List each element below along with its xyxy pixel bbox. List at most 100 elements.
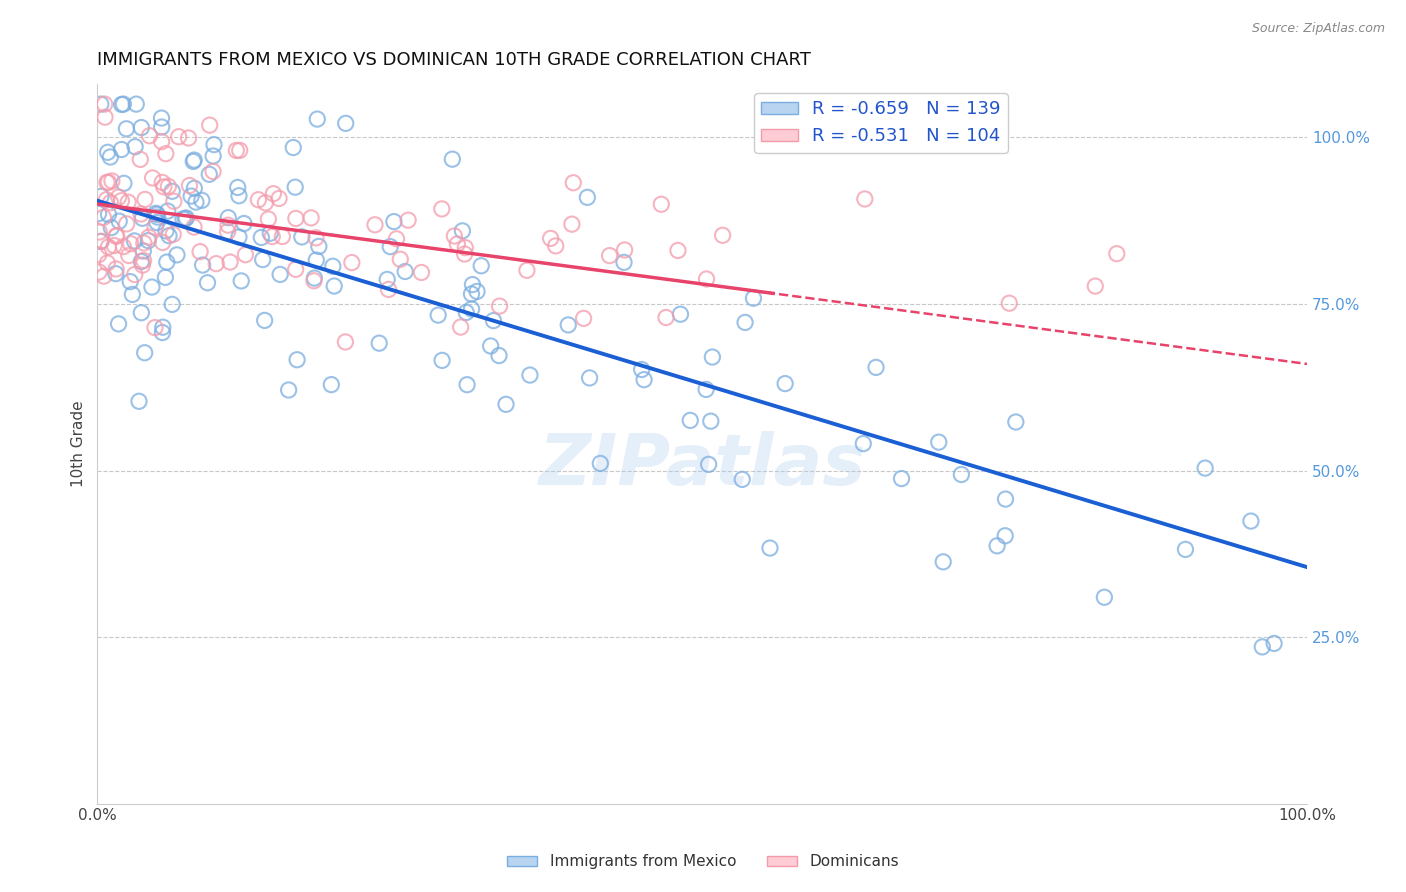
Text: ZIPatlas: ZIPatlas xyxy=(538,431,866,500)
Point xyxy=(129,207,152,221)
Point xyxy=(157,179,180,194)
Point xyxy=(928,435,950,450)
Point xyxy=(1084,279,1107,293)
Point xyxy=(599,249,621,263)
Point xyxy=(228,188,250,202)
Point xyxy=(576,190,599,204)
Point xyxy=(734,315,756,329)
Point xyxy=(179,178,201,193)
Point xyxy=(411,265,433,279)
Point xyxy=(396,213,419,227)
Point xyxy=(87,247,110,261)
Point xyxy=(562,176,585,190)
Point xyxy=(217,211,239,225)
Point xyxy=(578,371,600,385)
Point xyxy=(132,244,155,258)
Point xyxy=(335,116,357,130)
Point xyxy=(134,345,156,359)
Point xyxy=(456,305,478,319)
Point xyxy=(150,120,173,134)
Point xyxy=(451,224,474,238)
Point xyxy=(262,229,284,244)
Point xyxy=(385,232,408,246)
Point xyxy=(138,128,160,143)
Point xyxy=(146,210,169,224)
Point xyxy=(257,212,280,227)
Point xyxy=(271,229,294,244)
Point xyxy=(138,230,160,244)
Point xyxy=(470,259,492,273)
Text: Source: ZipAtlas.com: Source: ZipAtlas.com xyxy=(1251,22,1385,36)
Point xyxy=(202,137,225,152)
Point xyxy=(112,239,135,253)
Point xyxy=(284,262,307,277)
Point xyxy=(364,218,387,232)
Point xyxy=(97,175,120,189)
Point xyxy=(291,230,314,244)
Point xyxy=(156,204,179,219)
Point xyxy=(389,252,412,267)
Point xyxy=(702,350,724,364)
Point xyxy=(267,191,290,205)
Point xyxy=(217,225,239,239)
Legend: R = -0.659   N = 139, R = -0.531   N = 104: R = -0.659 N = 139, R = -0.531 N = 104 xyxy=(754,93,1008,153)
Point xyxy=(441,152,464,166)
Point xyxy=(488,299,510,313)
Text: IMMIGRANTS FROM MEXICO VS DOMINICAN 10TH GRADE CORRELATION CHART: IMMIGRANTS FROM MEXICO VS DOMINICAN 10TH… xyxy=(97,51,811,69)
Point xyxy=(150,135,173,149)
Point xyxy=(96,256,118,270)
Point xyxy=(321,377,343,392)
Point xyxy=(557,318,579,332)
Point xyxy=(219,255,242,269)
Point xyxy=(305,231,328,245)
Point xyxy=(118,248,141,262)
Point xyxy=(202,164,225,178)
Point xyxy=(87,206,110,220)
Point xyxy=(97,145,120,160)
Point xyxy=(1194,461,1216,475)
Point xyxy=(145,206,167,220)
Point xyxy=(131,254,153,268)
Point xyxy=(323,279,346,293)
Point xyxy=(589,457,612,471)
Point xyxy=(143,320,166,334)
Point xyxy=(519,368,541,382)
Point xyxy=(695,383,717,397)
Point xyxy=(136,234,159,248)
Point xyxy=(613,243,636,257)
Point xyxy=(105,229,128,244)
Point xyxy=(112,97,135,112)
Point xyxy=(742,291,765,305)
Point xyxy=(377,282,399,296)
Point xyxy=(110,194,132,208)
Point xyxy=(284,180,307,194)
Point xyxy=(430,202,453,216)
Point xyxy=(174,211,197,226)
Point xyxy=(181,154,204,169)
Point xyxy=(994,492,1017,507)
Point xyxy=(284,211,307,226)
Point xyxy=(98,150,121,164)
Point xyxy=(262,186,284,201)
Point xyxy=(650,197,672,211)
Point xyxy=(129,153,152,167)
Point xyxy=(93,97,115,112)
Point xyxy=(443,229,465,244)
Point xyxy=(155,146,177,161)
Point xyxy=(655,310,678,325)
Point xyxy=(174,211,197,225)
Point xyxy=(231,274,253,288)
Point xyxy=(124,268,146,282)
Point xyxy=(107,190,129,204)
Point xyxy=(446,236,468,251)
Point xyxy=(131,258,153,272)
Point xyxy=(120,236,142,251)
Point xyxy=(453,247,475,261)
Point xyxy=(188,244,211,259)
Point xyxy=(322,260,344,274)
Point xyxy=(177,131,200,145)
Point xyxy=(110,143,132,157)
Point xyxy=(166,248,188,262)
Point xyxy=(572,311,595,326)
Point xyxy=(198,167,221,181)
